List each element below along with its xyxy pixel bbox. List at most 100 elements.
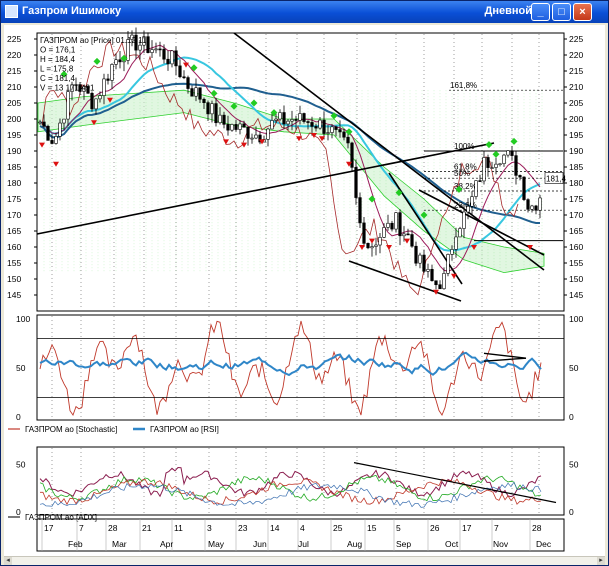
candlesticks — [38, 27, 542, 290]
osc-tick-right: 0 — [569, 412, 574, 422]
buy-signal-icon — [250, 99, 258, 107]
sell-signal-icon — [386, 245, 392, 250]
trendlines — [36, 32, 545, 302]
buy-signal-icon — [230, 102, 238, 110]
price-tick-left: 180 — [7, 178, 21, 188]
candle — [134, 27, 138, 59]
candle — [342, 128, 346, 141]
adx-line — [39, 467, 542, 498]
chart-area[interactable]: 161,8% 100% 61,8% 50% 38,2% 23,6% 181,4 225 225… — [4, 25, 605, 559]
candle — [526, 198, 530, 213]
candle — [510, 145, 514, 161]
candle — [258, 131, 262, 145]
candle — [226, 115, 230, 136]
chart-app-icon — [5, 5, 18, 18]
sell-signal-icon — [296, 136, 302, 142]
time-day-label: 28 — [532, 523, 542, 533]
last-price-box — [544, 172, 564, 184]
candle — [406, 228, 410, 236]
adx-legend-label: ГАЗПРОМ ао [ADX] — [25, 513, 97, 522]
candle — [366, 242, 370, 250]
candle — [370, 242, 374, 257]
adx-legend: ГАЗПРОМ ао [ADX] — [8, 513, 97, 522]
candle — [310, 116, 314, 136]
price-tick-left: 145 — [7, 290, 21, 300]
scroll-right-arrow[interactable]: ▸ — [597, 557, 605, 565]
maximize-button[interactable]: □ — [552, 3, 571, 21]
candle — [178, 59, 182, 79]
sell-signal-icon — [53, 161, 59, 167]
osc-legend-label: ГАЗПРОМ ао [Stochastic] — [25, 425, 117, 434]
candle — [474, 180, 478, 200]
candle — [166, 50, 170, 71]
candle — [234, 119, 238, 132]
price-tick-left: 225 — [7, 34, 21, 44]
candle — [90, 91, 94, 112]
candle — [326, 124, 330, 141]
scroll-left-arrow[interactable]: ◂ — [4, 557, 12, 565]
time-month-label: Jun — [253, 539, 267, 549]
chikou-line — [41, 40, 519, 296]
price-tick-right: 205 — [569, 98, 583, 108]
candle — [330, 124, 334, 139]
minimize-button[interactable]: _ — [531, 3, 550, 21]
candle — [478, 174, 482, 182]
candle — [482, 151, 486, 185]
candle — [386, 214, 390, 231]
sell-signal-icon — [107, 97, 113, 103]
candle — [130, 30, 134, 47]
oscillator-axis: 100 100 50 50 0 0 — [16, 314, 583, 422]
price-tick-left: 170 — [7, 210, 21, 220]
time-day-label: 7 — [79, 523, 84, 533]
price-tick-left: 155 — [7, 258, 21, 268]
candle — [522, 176, 526, 201]
rsi-line — [39, 351, 542, 377]
chart-canvas[interactable]: 161,8% 100% 61,8%50% 38,2% 23,6% 181,4 225 225… — [4, 25, 605, 559]
candle — [62, 118, 66, 131]
time-month-label: Nov — [493, 539, 509, 549]
candle — [146, 32, 150, 54]
price-tick-right: 165 — [569, 226, 583, 236]
time-month-label: Mar — [112, 539, 127, 549]
price-tick-left: 165 — [7, 226, 21, 236]
time-day-label: 11 — [174, 523, 183, 533]
time-month-label: May — [208, 539, 225, 549]
candle — [266, 127, 270, 147]
buy-signal-icon — [60, 70, 68, 78]
candle — [278, 109, 282, 122]
buy-signal-icon — [270, 109, 278, 117]
ichimoku-lines — [39, 40, 541, 296]
candle — [502, 153, 506, 167]
candle — [126, 31, 130, 65]
sell-signal-icon — [527, 245, 533, 250]
candle — [98, 91, 102, 103]
price-tick-left: 175 — [7, 194, 21, 204]
candle — [206, 100, 210, 121]
fib-label: 161,8% — [450, 81, 477, 90]
price-tick-left: 160 — [7, 242, 21, 252]
candle — [426, 263, 430, 278]
candle — [538, 194, 542, 219]
candle — [150, 40, 154, 58]
osc-tick-left: 100 — [16, 314, 30, 324]
candle — [290, 110, 294, 131]
time-day-label: 17 — [44, 523, 54, 533]
candle — [490, 161, 494, 169]
candle — [50, 134, 54, 145]
candle — [446, 253, 450, 277]
sell-signal-icon — [369, 238, 375, 244]
candle — [270, 112, 274, 130]
candle — [486, 154, 490, 177]
price-tick-left: 220 — [7, 50, 21, 60]
channel-lower-line — [348, 260, 462, 302]
close-button[interactable]: × — [573, 3, 592, 21]
time-day-label: 26 — [430, 523, 440, 533]
price-tick-right: 175 — [569, 194, 583, 204]
price-legend-title: ГАЗПРОМ ао [Price] 01.12.11 — [40, 36, 147, 45]
candle — [42, 114, 46, 128]
title-bar[interactable]: Газпром Ишимоку Дневной _ □ × — [1, 1, 608, 23]
horizontal-scrollbar[interactable]: ◂ ▸ — [4, 556, 605, 565]
adx-tick-right: 0 — [569, 507, 574, 517]
sell-signal-icon — [404, 238, 410, 244]
candle — [186, 75, 190, 94]
